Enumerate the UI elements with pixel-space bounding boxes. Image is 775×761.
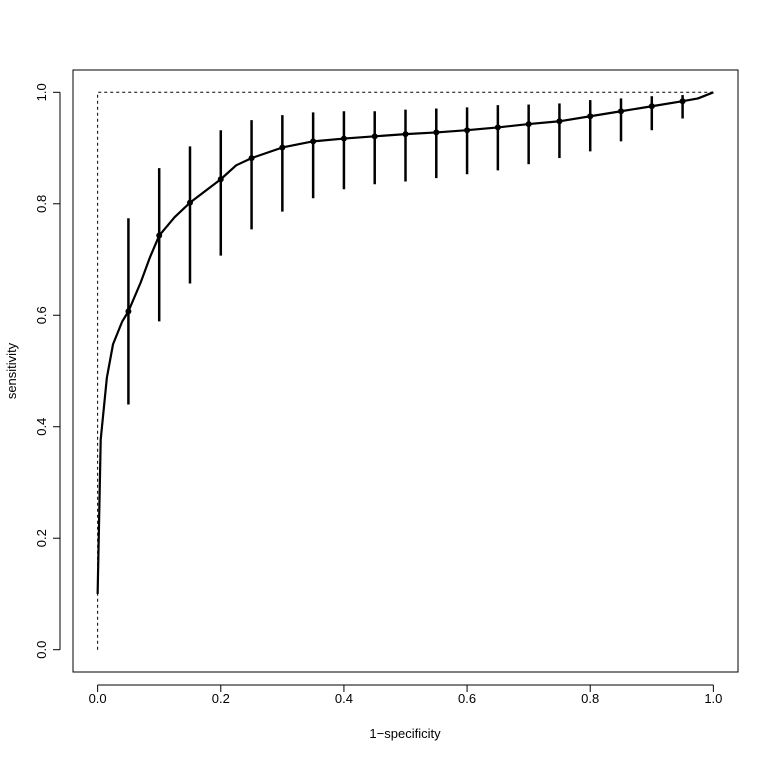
point bbox=[494, 124, 501, 131]
point bbox=[556, 118, 563, 125]
point bbox=[371, 133, 378, 140]
point bbox=[618, 108, 625, 115]
x-tick-label: 0.6 bbox=[458, 691, 476, 706]
y-tick-label: 1.0 bbox=[34, 83, 49, 101]
point bbox=[186, 199, 193, 206]
point bbox=[587, 113, 594, 120]
plot-box bbox=[72, 69, 739, 673]
point bbox=[310, 138, 317, 145]
x-tick-label: 0.2 bbox=[212, 691, 230, 706]
reference-line bbox=[97, 91, 714, 650]
point bbox=[679, 98, 686, 105]
y-tick-label: 0.2 bbox=[34, 529, 49, 547]
x-tick-label: 0.0 bbox=[89, 691, 107, 706]
point bbox=[217, 176, 224, 183]
x-tick-label: 1.0 bbox=[704, 691, 722, 706]
point bbox=[464, 127, 471, 134]
point bbox=[525, 121, 532, 128]
x-tick-label: 0.4 bbox=[335, 691, 353, 706]
y-tick-label: 0.0 bbox=[34, 641, 49, 659]
x-tick-label: 0.8 bbox=[581, 691, 599, 706]
x-axis-label: 1−specificity bbox=[369, 726, 441, 741]
y-tick-label: 0.4 bbox=[34, 418, 49, 436]
point bbox=[340, 135, 347, 142]
y-axis-label: sensitivity bbox=[4, 342, 19, 399]
point bbox=[248, 155, 255, 162]
point bbox=[433, 129, 440, 136]
point bbox=[125, 308, 132, 315]
point bbox=[402, 131, 409, 138]
point bbox=[279, 144, 286, 151]
point bbox=[648, 103, 655, 110]
y-tick-label: 0.8 bbox=[34, 195, 49, 213]
point bbox=[156, 232, 163, 239]
y-tick-label: 0.6 bbox=[34, 306, 49, 324]
